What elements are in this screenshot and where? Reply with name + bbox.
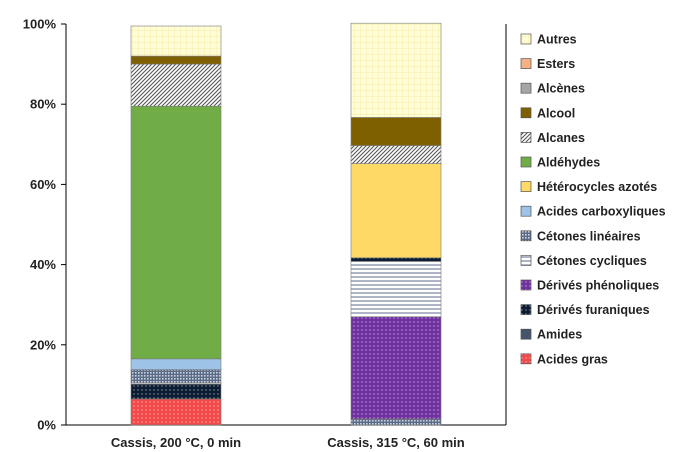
bar-segment-fill xyxy=(131,56,221,65)
bar-segment-fill xyxy=(131,358,221,370)
bar-segment-fill xyxy=(351,261,441,317)
bar-segment-autres xyxy=(130,25,222,57)
bar-segment-acides-gras xyxy=(130,398,222,426)
legend-swatch xyxy=(520,33,532,45)
bar-segment-fill xyxy=(131,369,221,383)
bar-segment-texture xyxy=(131,398,221,425)
bar-segment-fill xyxy=(131,382,221,385)
legend-swatch xyxy=(520,328,532,340)
bar-segment-cetones-lineaires xyxy=(350,418,442,426)
y-tick-label: 40% xyxy=(30,257,56,272)
legend-item-alcanes: Alcanes xyxy=(520,131,585,145)
legend-swatch-texture xyxy=(521,280,531,290)
bar-segment-cetones-lineaires xyxy=(130,369,222,384)
bar-segment-fill xyxy=(351,163,441,258)
legend-label: Aldéhydes xyxy=(537,156,600,170)
bar-segment-derives-furaniques xyxy=(130,383,222,400)
legend-swatch xyxy=(520,205,532,217)
bar-segment-cetones-cycliques xyxy=(350,261,442,318)
legend-item-esters: Esters xyxy=(520,57,575,71)
legend-label: Dérivés furaniques xyxy=(537,303,650,317)
y-tick-label: 20% xyxy=(30,337,56,352)
bar-segment-fill xyxy=(351,23,441,118)
legend-item-cetones-cycliques: Cétones cycliques xyxy=(520,254,647,268)
bar-segment-acides-carboxyliques xyxy=(130,358,222,370)
legend-swatch xyxy=(520,132,532,143)
x-category-label: Cassis, 315 °C, 60 min xyxy=(327,435,464,450)
legend-swatch xyxy=(520,82,532,94)
legend-label: Alcènes xyxy=(537,82,585,96)
bar-segment-fill xyxy=(131,64,221,107)
legend-label: Hétérocycles azotés xyxy=(537,180,657,194)
legend-label: Amides xyxy=(537,328,582,342)
legend-swatch xyxy=(520,181,532,192)
bar-segment-fill xyxy=(131,26,221,57)
bar-segment-heterocycles-azotes xyxy=(350,163,442,259)
bar-segment-alcanes xyxy=(350,145,442,164)
legend-label: Acides gras xyxy=(537,352,608,366)
legend-item-alcool: Alcool xyxy=(520,106,575,120)
y-tick-label: 80% xyxy=(30,97,56,112)
legend-swatch xyxy=(520,58,532,69)
y-tick-label: 100% xyxy=(23,17,57,32)
legend-label: Alcanes xyxy=(537,131,585,145)
legend-item-heterocycles-azotes: Hétérocycles azotés xyxy=(520,180,657,194)
legend-swatch-texture xyxy=(521,353,531,364)
legend-swatch xyxy=(520,107,532,119)
legend-item-autres: Autres xyxy=(520,33,577,47)
legend-swatch xyxy=(520,255,532,266)
legend-swatch-texture xyxy=(521,304,531,315)
bar-segment-derives-furaniques xyxy=(350,257,442,262)
legend-item-cetones-lineaires: Cétones linéaires xyxy=(520,229,641,243)
bar-segment-texture xyxy=(131,384,221,399)
legend-label: Alcool xyxy=(537,106,575,120)
bar-segment-fill xyxy=(351,117,441,146)
legend-label: Cétones cycliques xyxy=(537,254,647,268)
y-tick-label: 0% xyxy=(37,418,56,433)
legend-item-acides-gras: Acides gras xyxy=(520,352,608,366)
legend-label: Cétones linéaires xyxy=(537,229,641,243)
legend-item-amides: Amides xyxy=(520,328,582,342)
bar-segment-fill xyxy=(351,418,441,425)
legend-label: Esters xyxy=(537,57,575,71)
legend-item-derives-phenoliques: Dérivés phénoliques xyxy=(520,279,659,293)
legend-label: Acides carboxyliques xyxy=(537,205,666,219)
bar-segment-texture xyxy=(351,316,441,419)
legend-item-alcenes: Alcènes xyxy=(520,82,585,96)
legend-item-aldehydes: Aldéhydes xyxy=(520,156,600,170)
legend-label: Autres xyxy=(537,33,577,47)
bar-segment-outline xyxy=(350,22,442,118)
legend-item-acides-carboxyliques: Acides carboxyliques xyxy=(520,205,666,219)
bar-segment-aldehydes xyxy=(130,105,222,360)
bar-segment-outline xyxy=(130,25,222,57)
bar-segment-texture xyxy=(351,257,441,262)
legend-swatch xyxy=(520,156,532,168)
legend-item-derives-furaniques: Dérivés furaniques xyxy=(520,303,650,317)
bar-segment-alcool xyxy=(130,55,222,65)
bar-segment-derives-phenoliques xyxy=(350,316,442,420)
bar-segment-alcanes xyxy=(130,63,222,107)
legend-label: Dérivés phénoliques xyxy=(537,279,659,293)
bar-segment-autres xyxy=(350,22,442,118)
bar-segment-fill xyxy=(351,145,441,164)
bar-segment-alcool xyxy=(350,117,442,146)
legend-swatch xyxy=(520,230,532,242)
x-category-label: Cassis, 200 °C, 0 min xyxy=(111,435,241,450)
y-tick-label: 60% xyxy=(30,177,56,192)
bar-segment-fill xyxy=(131,106,221,359)
